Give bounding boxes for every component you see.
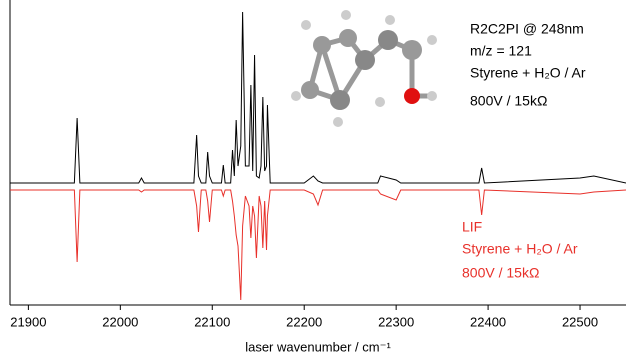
annotation: 800V / 15kΩ [470,93,547,109]
annotation: Styrene + H₂O / Ar [462,241,578,257]
x-axis-label: laser wavenumber / cm⁻¹ [245,339,391,354]
molecule [291,10,437,127]
x-tick-label: 22000 [102,314,138,329]
x-tick-label: 22500 [562,314,598,329]
chart: R2C2PI @ 248nm m/z = 121 Styrene + H₂O /… [0,0,626,358]
annotation: Styrene + H₂O / Ar [470,65,586,81]
x-tick-label: 22100 [194,314,230,329]
annotation: 800V / 15kΩ [462,265,539,281]
annotation: m/z = 121 [470,43,532,59]
x-tick-label: 22300 [378,314,414,329]
x-tick-label: 22200 [286,314,322,329]
x-tick-label: 22400 [470,314,506,329]
annotation: LIF [462,219,482,235]
x-tick-label: 21900 [10,314,46,329]
annotation: R2C2PI @ 248nm [470,21,584,37]
